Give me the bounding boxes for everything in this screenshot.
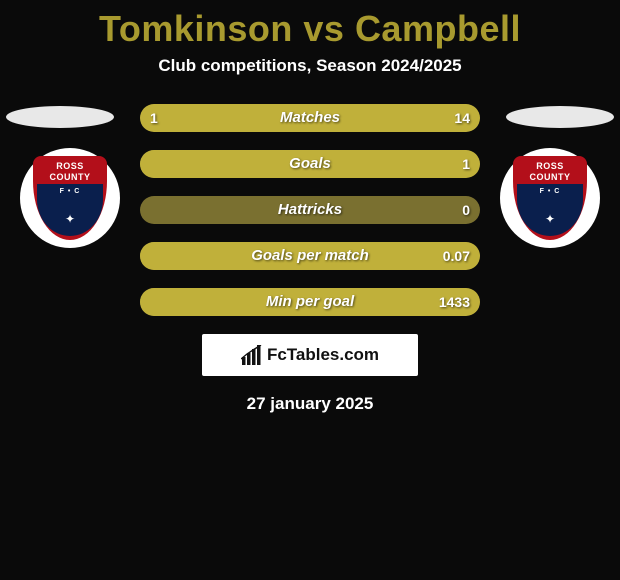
crest-stag-icon: ✦ [513,212,587,226]
stat-label: Goals [140,150,480,178]
stat-label: Min per goal [140,288,480,316]
crest-banner: ROSSCOUNTY [517,160,583,182]
player-a-ellipse [6,106,114,128]
player-b-name: Campbell [355,8,521,49]
vs-text: vs [303,8,344,49]
crest-stag-icon: ✦ [33,212,107,226]
crest-fc-text: F • C [513,188,587,195]
player-b-ellipse [506,106,614,128]
player-b-club-badge: ROSSCOUNTY F • C ✦ [500,148,600,248]
club-crest: ROSSCOUNTY F • C ✦ [513,156,587,240]
brand-box: FcTables.com [202,334,418,376]
comparison-bars: 114Matches 1Goals 0Hattricks 0.07Goals per … [140,104,480,316]
club-crest: ROSSCOUNTY F • C ✦ [33,156,107,240]
player-a-name: Tomkinson [99,8,293,49]
brand-text: FcTables.com [267,345,379,365]
stats-area: ROSSCOUNTY F • C ✦ ROSSCOUNTY F • C ✦ 11… [0,104,620,316]
stat-row: 0.07Goals per match [140,242,480,270]
player-a-club-badge: ROSSCOUNTY F • C ✦ [20,148,120,248]
stat-label: Matches [140,104,480,132]
date-text: 27 january 2025 [0,394,620,414]
stat-row: 1Goals [140,150,480,178]
crest-banner: ROSSCOUNTY [37,160,103,182]
stat-row: 0Hattricks [140,196,480,224]
stat-row: 1433Min per goal [140,288,480,316]
brand-bars-icon [241,345,263,365]
stat-label: Hattricks [140,196,480,224]
page-title: Tomkinson vs Campbell [0,0,620,50]
stat-row: 114Matches [140,104,480,132]
stat-label: Goals per match [140,242,480,270]
crest-fc-text: F • C [33,188,107,195]
subtitle: Club competitions, Season 2024/2025 [0,56,620,76]
